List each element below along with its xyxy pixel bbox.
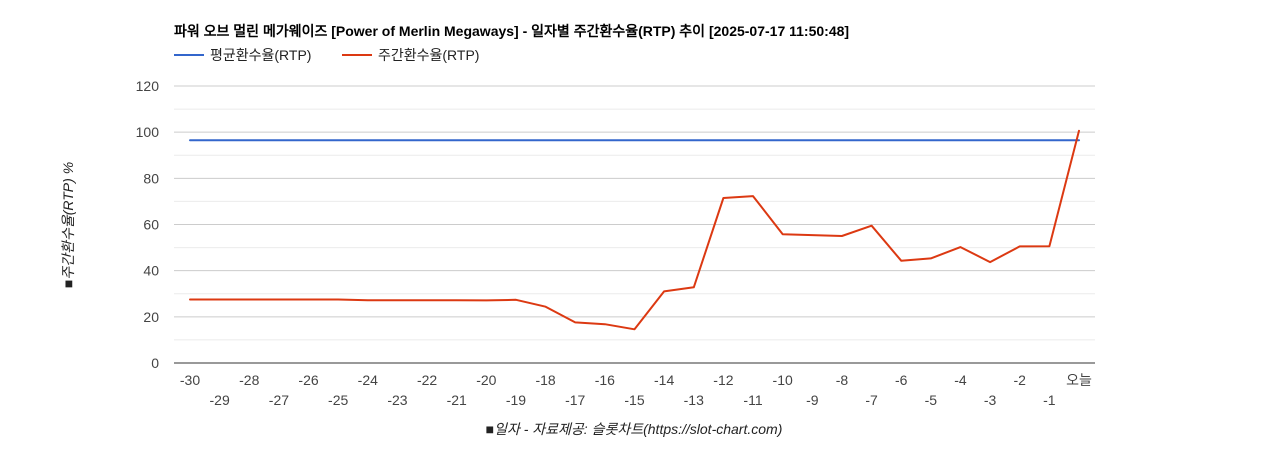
x-tick-label: -12 (713, 372, 733, 388)
x-axis-title: ■일자 - 자료제공: 슬롯차트(https://slot-chart.com) (486, 421, 783, 437)
x-tick-label: -4 (954, 372, 967, 388)
x-tick-label: -30 (180, 372, 200, 388)
series-line (189, 129, 1080, 331)
x-tick-label: -2 (1014, 372, 1027, 388)
x-tick-label: -13 (684, 392, 704, 408)
x-tick-label: -3 (984, 392, 997, 408)
x-tick-label: -1 (1043, 392, 1056, 408)
y-tick-label: 20 (143, 309, 159, 325)
x-tick-label: -29 (210, 392, 230, 408)
x-tick-label: -26 (298, 372, 318, 388)
x-tick-label: -6 (895, 372, 908, 388)
x-tick-label: -17 (565, 392, 585, 408)
gridlines (174, 85, 1095, 364)
y-tick-label: 100 (136, 124, 160, 140)
x-tick-label: -22 (417, 372, 437, 388)
y-axis-title: ■주간환수율(RTP) % (60, 162, 76, 288)
y-tick-label: 120 (136, 78, 160, 94)
legend-label: 주간환수율(RTP) (378, 47, 479, 63)
x-tick-label: -21 (447, 392, 467, 408)
x-tick-label: 오늘 (1066, 372, 1092, 388)
legend: 평균환수율(RTP) 주간환수율(RTP) (174, 47, 479, 63)
x-tick-label: -9 (806, 392, 819, 408)
x-tick-label: -10 (773, 372, 793, 388)
x-tick-label: -27 (269, 392, 289, 408)
x-tick-label: -5 (925, 392, 938, 408)
y-tick-label: 40 (143, 263, 159, 279)
x-tick-label: -20 (476, 372, 496, 388)
x-tick-label: -23 (387, 392, 407, 408)
x-tick-label: -16 (595, 372, 615, 388)
x-tick-label: -18 (535, 372, 555, 388)
x-tick-label: -25 (328, 392, 348, 408)
series-layer (189, 129, 1080, 331)
chart-title: 파워 오브 멀린 메가웨이즈 [Power of Merlin Megaways… (174, 23, 849, 39)
y-tick-label: 0 (151, 355, 159, 371)
y-axis-ticks: 0 20 40 60 80 100 120 (136, 78, 160, 371)
x-tick-label: -15 (624, 392, 644, 408)
x-tick-label: -19 (506, 392, 526, 408)
x-tick-label: -8 (836, 372, 849, 388)
y-tick-label: 60 (143, 217, 159, 233)
y-tick-label: 80 (143, 170, 159, 186)
x-tick-label: -14 (654, 372, 674, 388)
x-tick-label: -24 (358, 372, 378, 388)
x-tick-label: -7 (865, 392, 878, 408)
x-tick-label: -28 (239, 372, 259, 388)
x-axis-ticks: -30-29-28-27-26-25-24-23-22-21-20-19-18-… (180, 372, 1092, 408)
legend-label: 평균환수율(RTP) (210, 47, 311, 63)
x-tick-label: -11 (743, 392, 762, 408)
